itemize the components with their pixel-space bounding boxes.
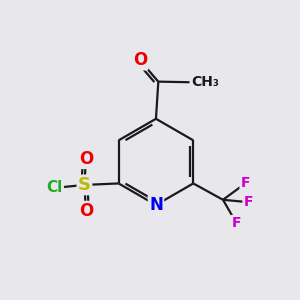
Text: F: F	[241, 176, 250, 190]
Text: S: S	[78, 176, 91, 194]
Text: F: F	[232, 216, 241, 230]
Text: Cl: Cl	[46, 180, 63, 195]
Text: O: O	[133, 51, 147, 69]
Text: F: F	[244, 195, 253, 209]
Text: O: O	[79, 202, 93, 220]
Text: O: O	[79, 150, 93, 168]
Text: N: N	[149, 196, 163, 214]
Text: CH₃: CH₃	[191, 75, 219, 89]
